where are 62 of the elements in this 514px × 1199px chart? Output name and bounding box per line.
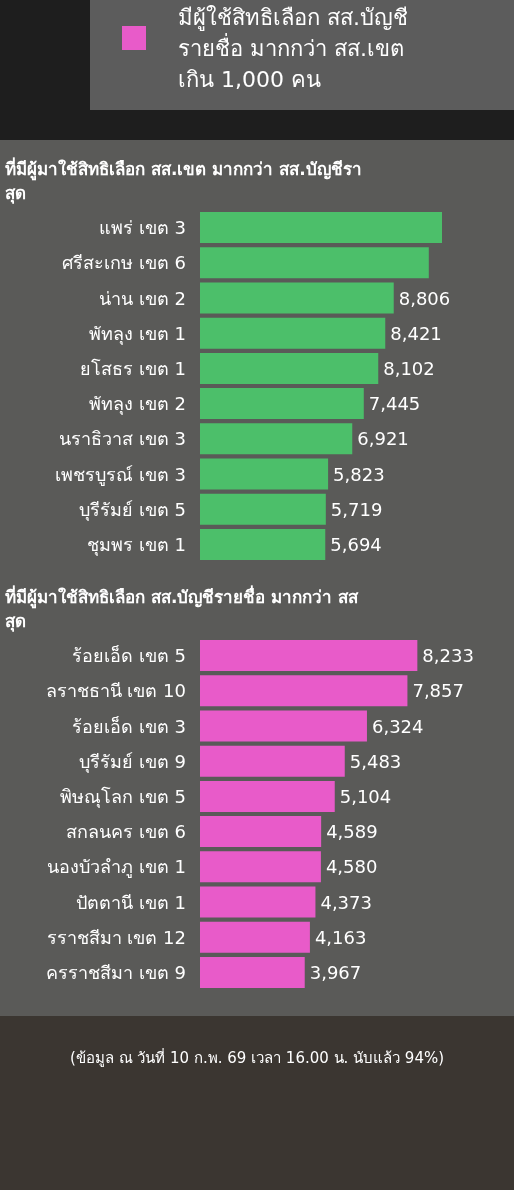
data-label: 5,104 [339,785,392,807]
bar [200,247,429,279]
y-tick-label: เพชรบูรณ์ เขต 3 [55,463,186,486]
data-label: 4,373 [320,891,372,913]
y-tick-label: ครราชสีมา เขต 9 [46,961,186,983]
bar [200,212,442,244]
bar [200,780,335,812]
bar [200,921,310,953]
y-tick-label: พัทลุง เขต 2 [89,393,186,416]
bar [200,851,321,883]
data-label: 7,445 [368,393,421,415]
text: (ข้อมูล ณ วันที่ 10 ก.พ. 69 เวลา 16.00 น. นับแล้ว 94%) [68,1047,446,1069]
data-label: 5,694 [330,533,382,555]
bar [200,745,345,777]
bar [200,493,326,525]
bar [200,675,408,707]
y-tick-label: สกลนคร เขต 6 [66,821,186,843]
bar [200,640,418,672]
data-label: 8,102 [383,357,435,379]
bar [200,816,322,848]
y-tick-label: ปัตตานี เขต 1 [76,891,186,913]
y-tick-label: ลราชธานี เขต 10 [45,680,186,702]
bar [200,886,316,918]
chart-title: ที่มีผู้มาใช้สิทธิเลือก สส.เขต มากกว่า สส.บัญชีรา สุด [5,157,362,204]
bar [200,352,379,384]
chart-title: ที่มีผู้มาใช้สิทธิเลือก สส.บัญชีรายชื่อ มากกว่า สส สุด [5,585,360,632]
data-label: 8,421 [390,322,442,344]
bar [200,317,386,349]
y-tick-label: ยโสธร เขต 1 [80,357,186,379]
data-label: 5,483 [349,750,402,772]
data-label: 8,233 [422,645,474,667]
data-label: 8,806 [398,287,451,309]
bar [200,458,329,490]
y-tick-label: พิษณุโลก เขต 5 [60,785,186,808]
data-label: 4,163 [314,926,367,948]
y-tick-label: ชุมพร เขต 1 [87,533,186,556]
bar [200,710,367,742]
data-label: 4,589 [326,821,378,843]
data-label: 6,921 [357,428,409,450]
bar [200,528,326,560]
y-tick-label: รราชสีมา เขต 12 [46,926,186,948]
data-label: 7,857 [412,680,464,702]
data-label: 5,719 [330,498,383,520]
y-tick-label: แพร่ เขต 3 [99,217,186,239]
y-tick-label: พัทลุง เขต 1 [89,322,186,345]
y-tick-label: บุรีรัมย์ เขต 5 [79,498,186,521]
bar [200,282,394,314]
data-label: 3,967 [309,961,362,983]
bar [200,423,353,455]
data-label: 4,580 [325,856,378,878]
y-tick-label: นราธิวาส เขต 3 [59,428,186,450]
y-tick-label: ร้อยเอ็ด เขต 5 [72,644,186,667]
data-label: 6,324 [371,715,424,737]
y-tick-label: ศรีสะเกษ เขต 6 [62,252,186,274]
y-tick-label: บุรีรัมย์ เขต 9 [79,750,186,773]
y-tick-label: น่าน เขต 2 [99,287,186,309]
bar [200,956,305,988]
bar [200,388,364,420]
data-label: 5,823 [333,463,385,485]
y-tick-label: ร้อยเอ็ด เขต 3 [72,714,186,737]
y-tick-label: นองบัวลำภู เขต 1 [47,856,186,879]
text: มีผู้ใช้สิทธิเลือก สส.บัญชี รายชื่อ มากกว่า สส.เขต เกิน 1,000 คน [178,4,408,94]
